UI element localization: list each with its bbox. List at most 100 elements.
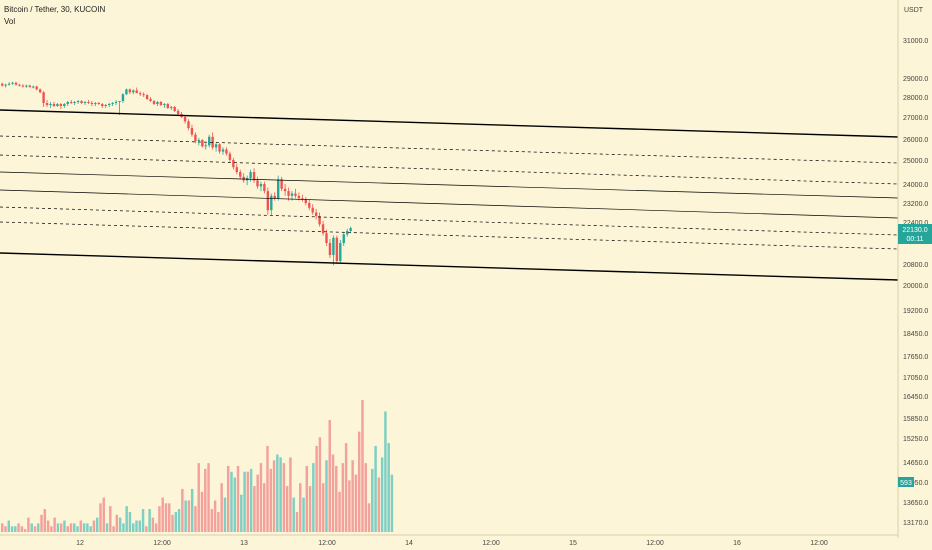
price-tick-label: 18450.0	[903, 331, 928, 338]
candle-body	[56, 104, 59, 106]
volume-bar	[53, 517, 56, 532]
chart-legend: Bitcoin / Tether, 30, KUCOIN Vol	[4, 4, 105, 28]
candle-body	[249, 172, 252, 178]
candle-body	[52, 104, 56, 106]
volume-bar	[364, 463, 367, 532]
candle-body	[270, 195, 273, 211]
candle-body	[45, 103, 49, 105]
candle-body	[90, 103, 94, 104]
price-tick-label: 29000.0	[903, 76, 928, 83]
volume-bar	[63, 520, 66, 532]
candle-body	[235, 167, 238, 172]
time-tick-label: 12:00	[318, 540, 336, 547]
candle-body	[118, 101, 121, 102]
volume-bar	[138, 520, 142, 532]
price-tick-label: 20800.0	[903, 262, 928, 269]
volume-bar	[174, 511, 178, 532]
volume-bar	[279, 457, 282, 532]
candle-body	[59, 104, 63, 106]
volume-bar	[164, 503, 168, 532]
volume-bar	[7, 520, 11, 532]
volume-bar	[217, 511, 220, 532]
volume-bar	[95, 517, 99, 532]
candle-body	[283, 188, 287, 192]
candle-body	[342, 234, 345, 243]
candle-body	[225, 149, 228, 154]
volume-bar	[122, 523, 125, 532]
volume-bar	[17, 523, 20, 532]
time-tick-label: 12:00	[646, 540, 664, 547]
volume-bar	[14, 526, 17, 532]
volume-bar	[377, 477, 381, 532]
candle-body	[339, 243, 342, 261]
volume-bar	[181, 488, 184, 532]
volume-bar	[266, 445, 269, 532]
volume-bar	[249, 468, 253, 532]
volume-bar	[190, 488, 194, 532]
volume-bar	[141, 509, 145, 532]
price-tick-label: 23200.0	[903, 201, 928, 208]
candle-body	[38, 89, 42, 93]
candle-body	[332, 237, 335, 255]
time-tick-label: 12:00	[482, 540, 500, 547]
candle-body	[183, 117, 187, 122]
countdown-label: 00:11	[907, 236, 924, 243]
time-tick-label: 16	[733, 540, 741, 547]
volume-bar	[243, 471, 246, 532]
volume-bar	[354, 474, 358, 532]
volume-bar	[73, 523, 76, 532]
candle-body	[70, 102, 73, 103]
channel-line	[0, 109, 899, 138]
volume-bar	[86, 523, 89, 532]
candle-body	[221, 149, 225, 152]
price-tick-label: 31000.0	[903, 38, 928, 45]
volume-bar	[4, 526, 7, 532]
volume-bar	[76, 526, 79, 532]
volume-bar	[292, 497, 295, 532]
candle-body	[156, 102, 159, 104]
candle-body	[273, 195, 276, 199]
volume-bar	[240, 494, 243, 532]
volume-bar	[312, 463, 315, 532]
candle-body	[80, 101, 83, 103]
candle-body	[25, 85, 28, 87]
candle-body	[166, 104, 169, 108]
volume-bar	[135, 520, 138, 532]
candle-body	[18, 84, 21, 86]
price-tick-label: 15850.0	[903, 416, 928, 423]
price-tick-label: 25000.0	[903, 158, 928, 165]
volume-bar	[318, 437, 322, 532]
volume-bar	[276, 454, 279, 532]
price-tick-label: 16450.0	[903, 394, 928, 401]
volume-bar	[295, 511, 299, 532]
volume-bar	[315, 445, 318, 532]
candle-body	[66, 102, 69, 104]
volume-bar	[223, 497, 227, 532]
channel-line	[0, 206, 899, 236]
candle-body	[218, 144, 221, 152]
price-tick-label: 14650.0	[903, 460, 928, 467]
volume-bar	[128, 511, 132, 532]
candle-body	[1, 83, 4, 86]
candle-body	[128, 89, 132, 93]
candle-body	[63, 104, 66, 106]
volume-bar	[20, 526, 24, 532]
candle-body	[280, 179, 283, 189]
candle-body	[325, 233, 328, 243]
axis-unit-label: USDT	[904, 7, 924, 14]
time-tick-label: 13	[240, 540, 248, 547]
candle-body	[190, 128, 194, 135]
time-tick-label: 12:00	[810, 540, 828, 547]
time-tick-label: 14	[405, 540, 413, 547]
volume-bar	[151, 517, 155, 532]
candle-body	[73, 102, 76, 103]
channel-line	[0, 252, 899, 281]
volume-bar	[325, 460, 328, 532]
candle-body	[121, 94, 125, 101]
volume-bar	[66, 526, 69, 532]
volume-bar	[148, 509, 151, 532]
candle-body	[297, 195, 301, 199]
price-tick-label: 15250.0	[903, 436, 928, 443]
volume-bar	[263, 483, 266, 532]
